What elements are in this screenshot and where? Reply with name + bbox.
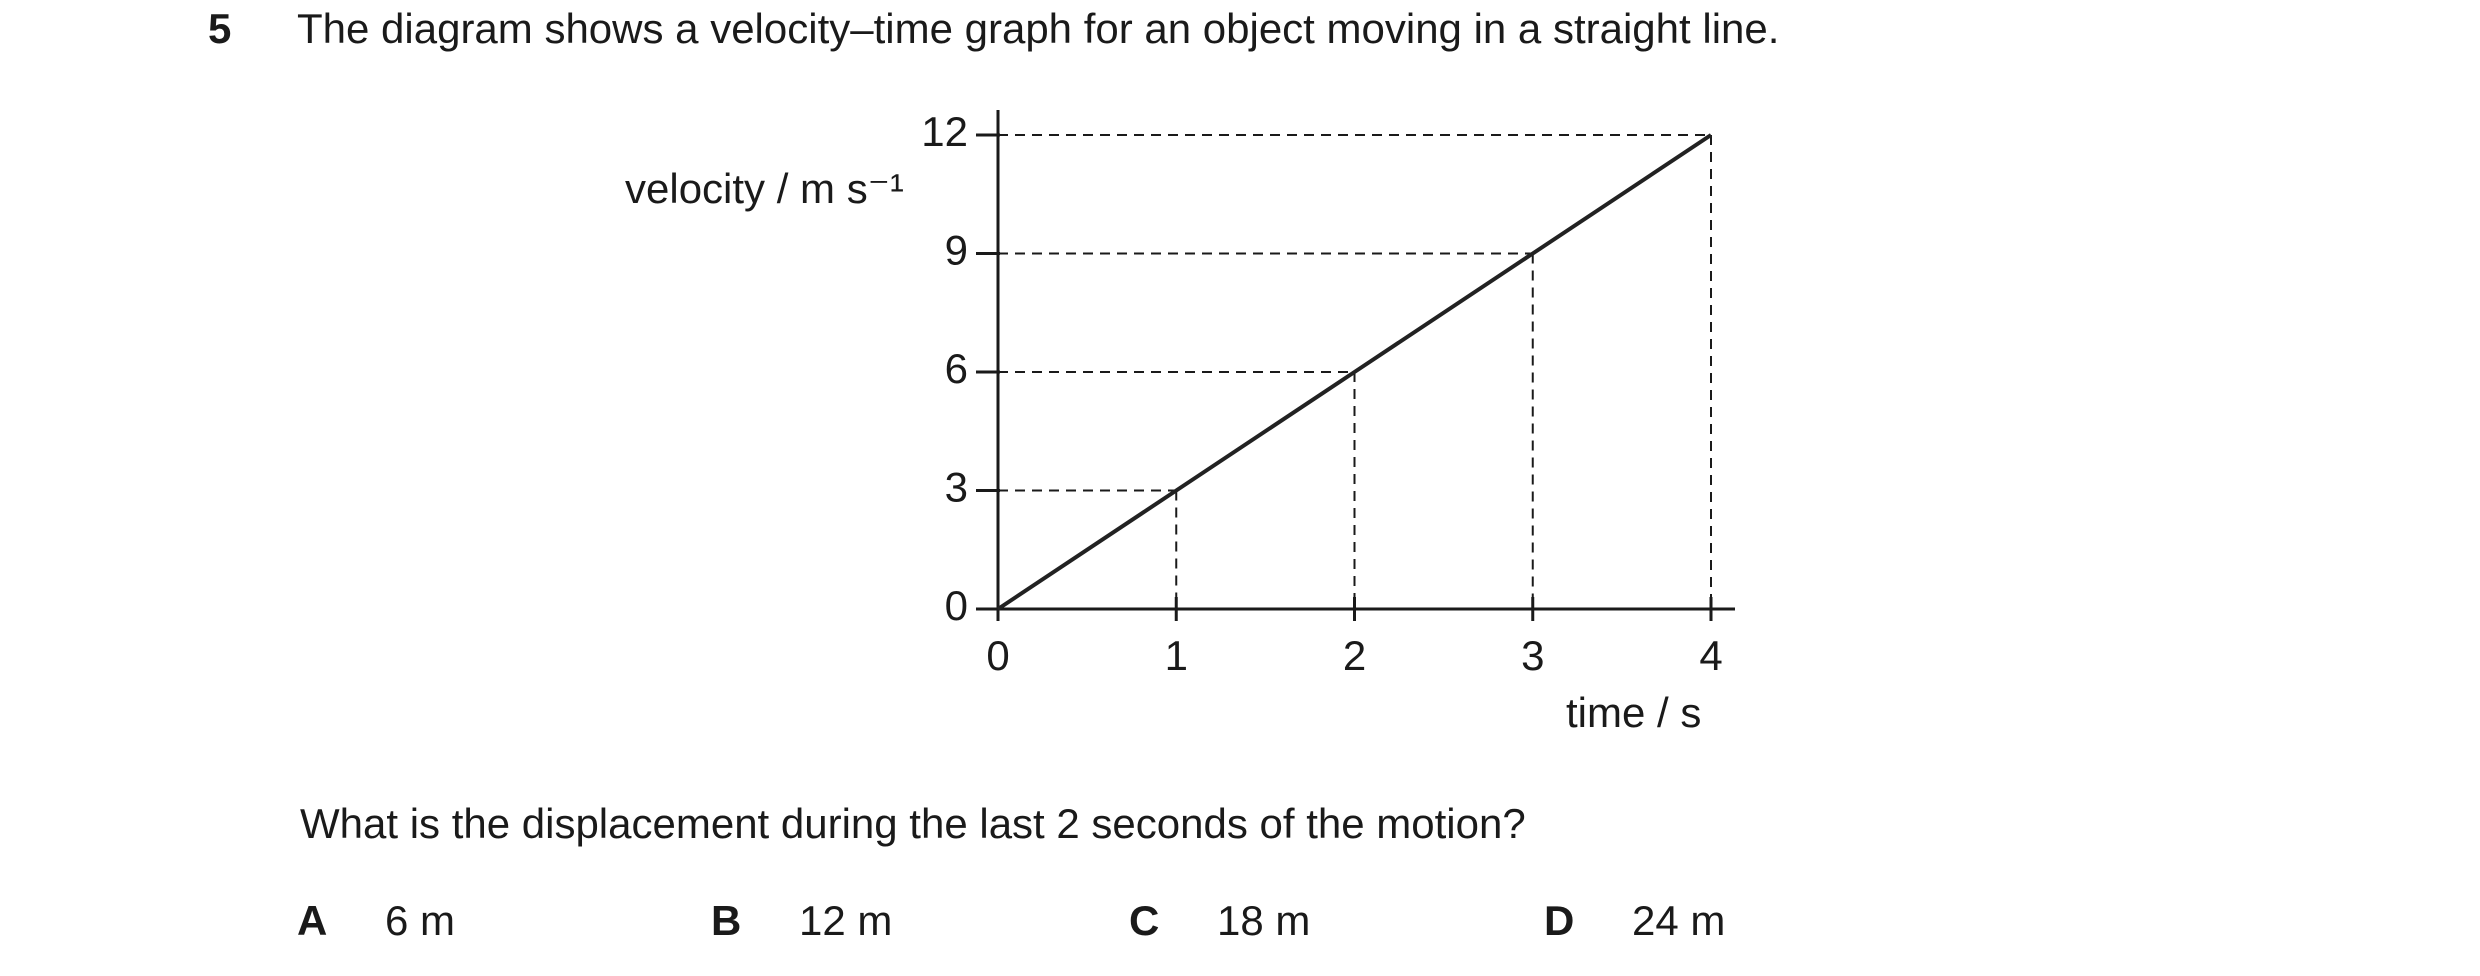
option-letter: C <box>1129 897 1159 944</box>
x-tick-label: 4 <box>1699 632 1722 679</box>
y-tick-label: 9 <box>945 227 968 274</box>
option-text: 18 m <box>1217 897 1310 944</box>
option-text: 6 m <box>385 897 455 944</box>
x-tick-label: 0 <box>986 632 1009 679</box>
option-letter: A <box>297 897 327 944</box>
options: A 6 m B 12 m C 18 m D 24 m <box>297 897 1725 944</box>
y-tick-label: 0 <box>945 582 968 629</box>
x-tick-label: 2 <box>1343 632 1366 679</box>
y-axis-label: velocity / m s⁻¹ <box>625 165 904 212</box>
x-tick-label: 1 <box>1165 632 1188 679</box>
y-tick-label: 3 <box>945 464 968 511</box>
option-letter: B <box>711 897 741 944</box>
question-number: 5 <box>208 5 231 52</box>
x-axis-label: time / s <box>1566 689 1701 736</box>
option-text: 12 m <box>799 897 892 944</box>
x-tick-label: 3 <box>1521 632 1544 679</box>
data-line <box>996 133 1713 611</box>
question-text: The diagram shows a velocity–time graph … <box>297 5 1779 52</box>
option-text: 24 m <box>1632 897 1725 944</box>
y-tick-label: 12 <box>921 108 968 155</box>
prompt: What is the displacement during the last… <box>300 800 1526 847</box>
y-tick-label: 6 <box>945 345 968 392</box>
option-letter: D <box>1544 897 1574 944</box>
